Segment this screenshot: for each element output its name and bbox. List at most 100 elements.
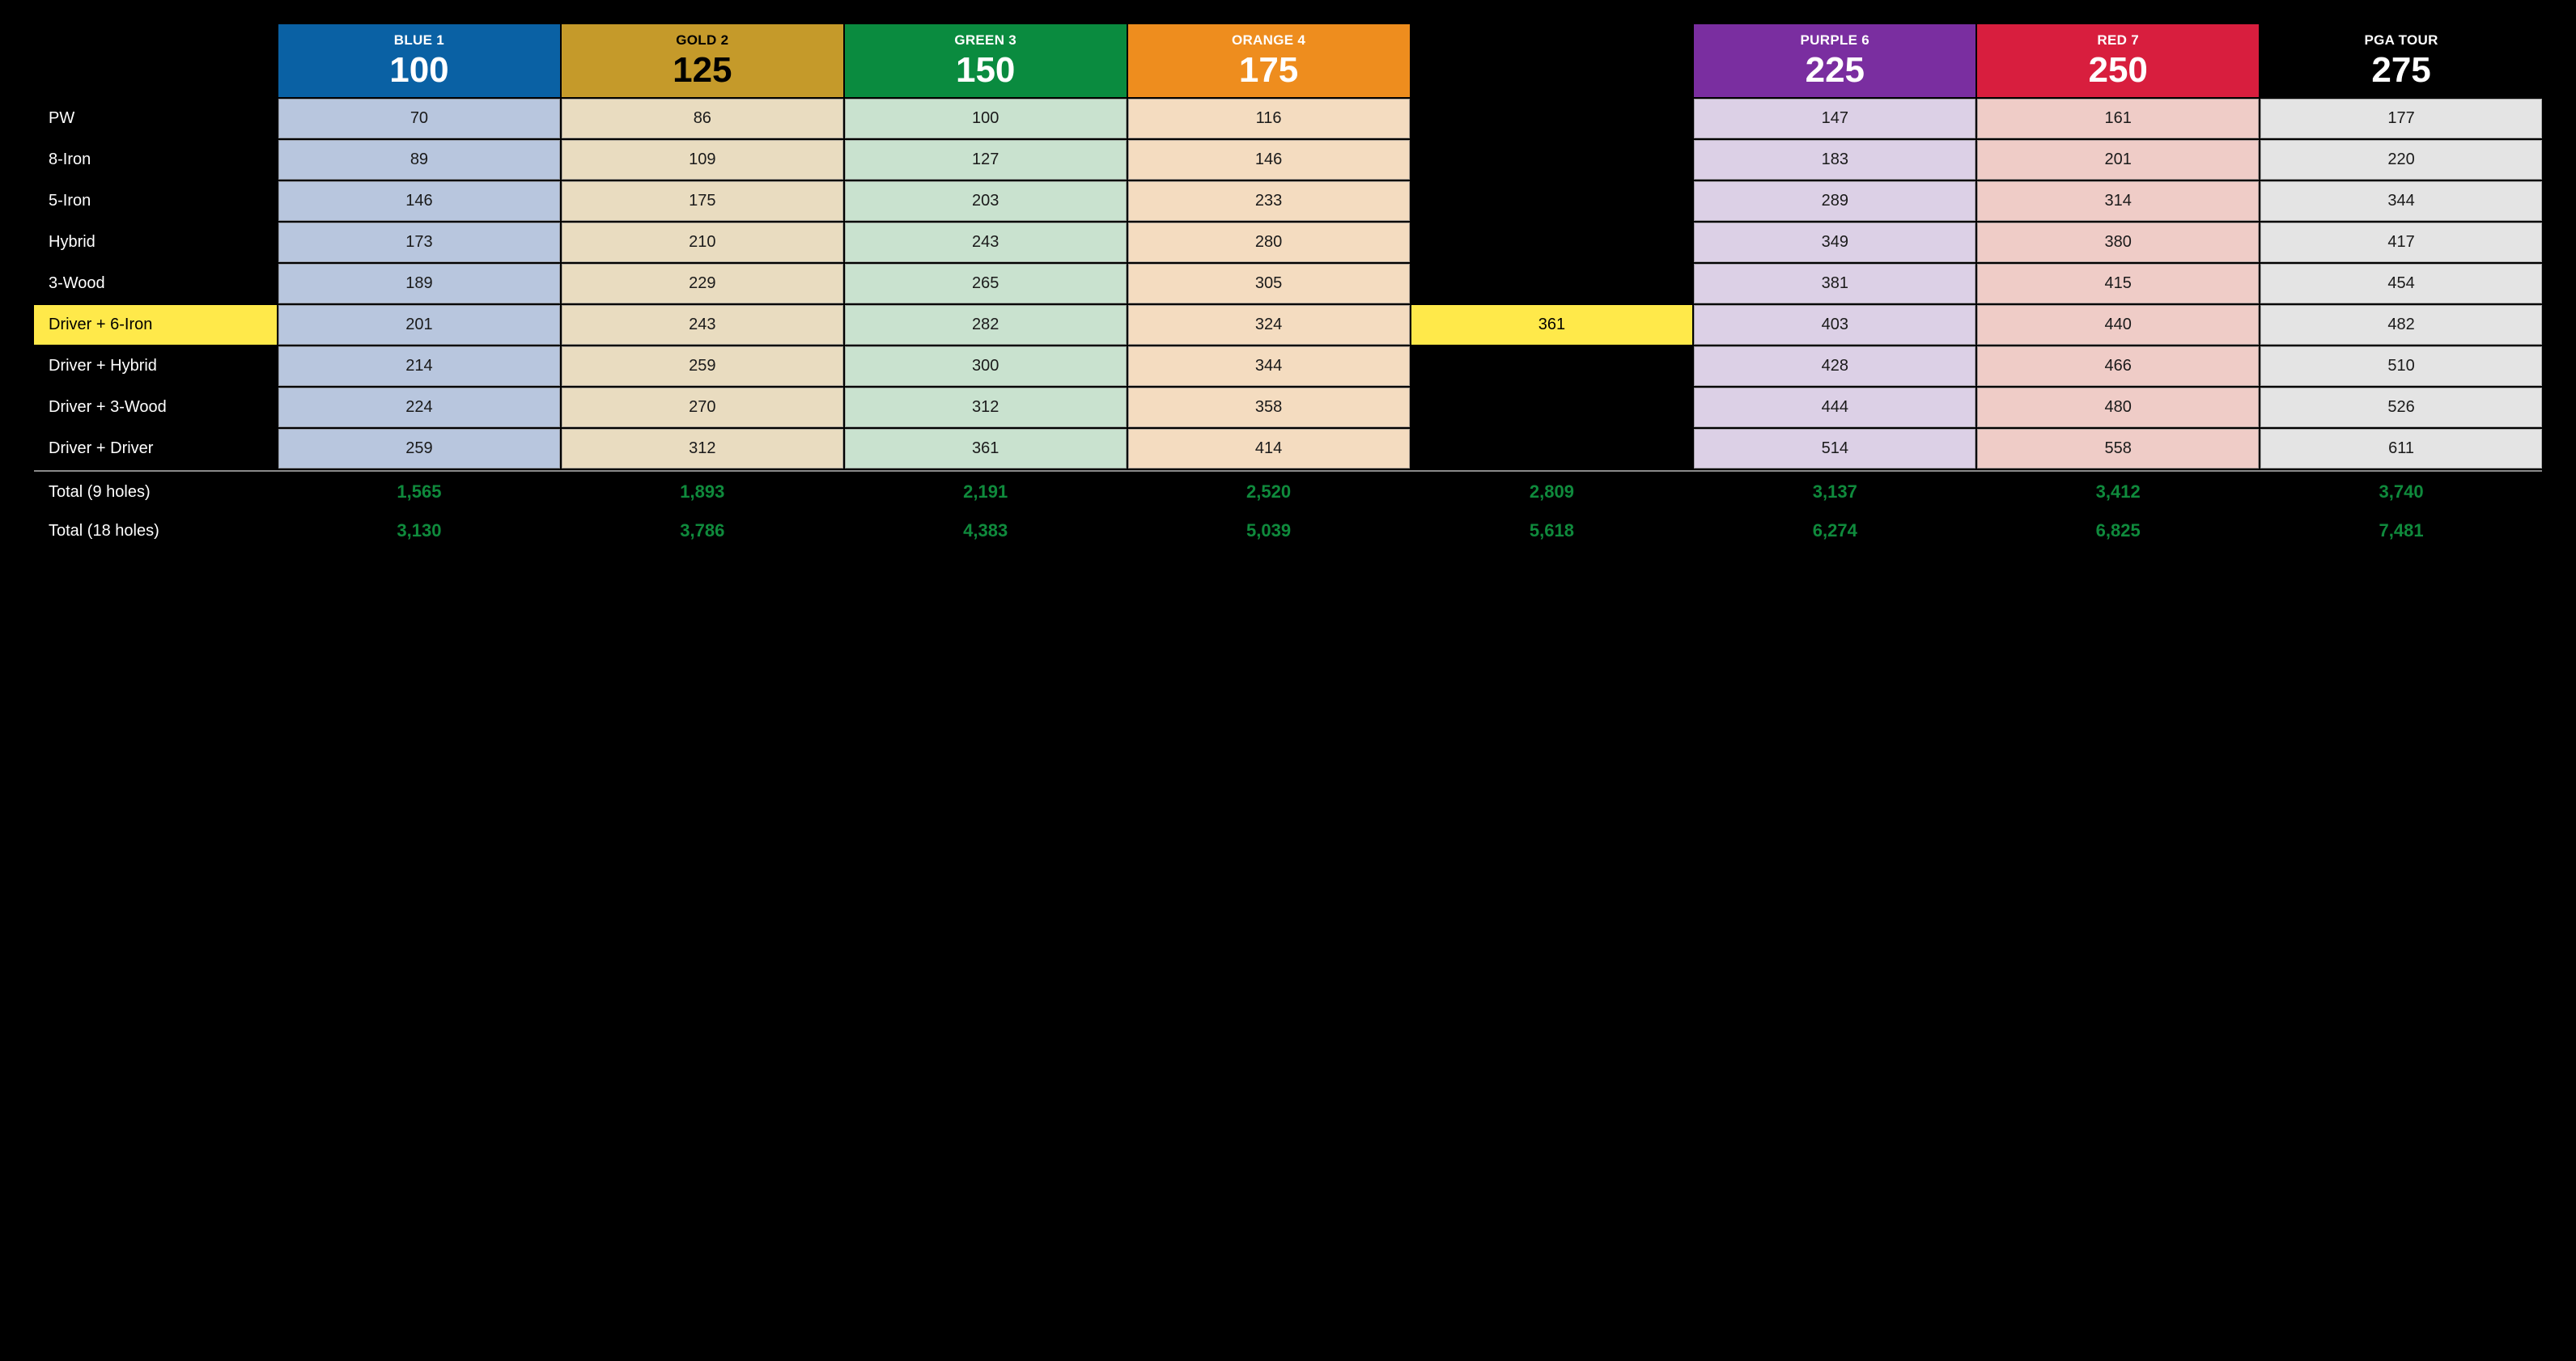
cell-orange4: 233 xyxy=(1128,181,1410,221)
header-label: RED 7 xyxy=(1980,32,2256,49)
cell-col5: 361 xyxy=(1411,305,1693,345)
table-row: Driver + 6-Iron201243282324361403440482 xyxy=(34,305,2542,345)
cell-pgatour: 417 xyxy=(2260,223,2542,262)
cell-blue1: 70 xyxy=(278,99,560,138)
cell-purple6: 147 xyxy=(1694,99,1975,138)
cell-orange4: 116 xyxy=(1128,99,1410,138)
table-row: Driver + 3-Wood224270312358 444480526 xyxy=(34,388,2542,427)
cell-gold2: 259 xyxy=(562,346,843,386)
totals-label: Total (9 holes) xyxy=(34,473,277,511)
header-blue1: BLUE 1100 xyxy=(278,24,560,97)
header-blank xyxy=(34,24,277,97)
cell-orange4: 305 xyxy=(1128,264,1410,303)
totals-value-blue1: 3,130 xyxy=(278,512,560,549)
cell-purple6: 183 xyxy=(1694,140,1975,180)
cell-red7: 440 xyxy=(1977,305,2259,345)
header-purple6: PURPLE 6 225 xyxy=(1694,24,1975,97)
header-value: 125 xyxy=(565,52,840,89)
cell-orange4: 280 xyxy=(1128,223,1410,262)
cell-red7: 558 xyxy=(1977,429,2259,469)
totals-value-orange4: 5,039 xyxy=(1128,512,1410,549)
cell-orange4: 344 xyxy=(1128,346,1410,386)
table-row: Driver + Driver259312361414 514558611 xyxy=(34,429,2542,469)
totals-value-red7: 6,825 xyxy=(1977,512,2259,549)
cell-green3: 127 xyxy=(845,140,1127,180)
cell-purple6: 381 xyxy=(1694,264,1975,303)
header-label: PGA TOUR xyxy=(2264,32,2539,49)
cell-blue1: 201 xyxy=(278,305,560,345)
cell-col5 xyxy=(1411,223,1693,262)
cell-orange4: 324 xyxy=(1128,305,1410,345)
row-label: 8-Iron xyxy=(34,140,277,180)
row-label: 5-Iron xyxy=(34,181,277,221)
cell-pgatour: 611 xyxy=(2260,429,2542,469)
cell-pgatour: 177 xyxy=(2260,99,2542,138)
cell-gold2: 175 xyxy=(562,181,843,221)
cell-col5 xyxy=(1411,181,1693,221)
row-label: PW xyxy=(34,99,277,138)
cell-pgatour: 510 xyxy=(2260,346,2542,386)
cell-green3: 265 xyxy=(845,264,1127,303)
totals-value-purple6: 6,274 xyxy=(1694,512,1975,549)
cell-gold2: 109 xyxy=(562,140,843,180)
cell-red7: 314 xyxy=(1977,181,2259,221)
row-label: Driver + Hybrid xyxy=(34,346,277,386)
totals-value-purple6: 3,137 xyxy=(1694,473,1975,511)
table-row: Hybrid173210243280 349380417 xyxy=(34,223,2542,262)
cell-blue1: 146 xyxy=(278,181,560,221)
cell-col5 xyxy=(1411,346,1693,386)
cell-col5 xyxy=(1411,264,1693,303)
header-col5 xyxy=(1411,24,1693,97)
cell-pgatour: 482 xyxy=(2260,305,2542,345)
table-row: 5-Iron146175203233 289314344 xyxy=(34,181,2542,221)
cell-gold2: 229 xyxy=(562,264,843,303)
cell-blue1: 189 xyxy=(278,264,560,303)
cell-green3: 282 xyxy=(845,305,1127,345)
cell-purple6: 514 xyxy=(1694,429,1975,469)
header-value: 275 xyxy=(2264,52,2539,89)
header-green3: GREEN 3150 xyxy=(845,24,1127,97)
cell-green3: 300 xyxy=(845,346,1127,386)
totals-value-gold2: 1,893 xyxy=(562,473,843,511)
header-label: PURPLE 6 xyxy=(1697,32,1972,49)
cell-gold2: 210 xyxy=(562,223,843,262)
cell-blue1: 89 xyxy=(278,140,560,180)
cell-pgatour: 344 xyxy=(2260,181,2542,221)
table-row: PW7086100116 147161177 xyxy=(34,99,2542,138)
cell-purple6: 289 xyxy=(1694,181,1975,221)
cell-gold2: 243 xyxy=(562,305,843,345)
cell-blue1: 224 xyxy=(278,388,560,427)
header-row: BLUE 1100GOLD 2125GREEN 3150ORANGE 4175 … xyxy=(34,24,2542,97)
header-value: 225 xyxy=(1697,52,1972,89)
table-body: PW7086100116 1471611778-Iron89109127146 … xyxy=(34,99,2542,549)
row-label: Driver + 6-Iron xyxy=(34,305,277,345)
cell-pgatour: 526 xyxy=(2260,388,2542,427)
totals-value-blue1: 1,565 xyxy=(278,473,560,511)
divider-row xyxy=(34,470,2542,472)
table-row: 8-Iron89109127146 183201220 xyxy=(34,140,2542,180)
header-label: GOLD 2 xyxy=(565,32,840,49)
cell-green3: 203 xyxy=(845,181,1127,221)
cell-pgatour: 220 xyxy=(2260,140,2542,180)
cell-orange4: 414 xyxy=(1128,429,1410,469)
totals-value-orange4: 2,520 xyxy=(1128,473,1410,511)
totals-row: Total (18 holes)3,1303,7864,3835,0395,61… xyxy=(34,512,2542,549)
cell-blue1: 259 xyxy=(278,429,560,469)
header-orange4: ORANGE 4175 xyxy=(1128,24,1410,97)
header-gold2: GOLD 2 125 xyxy=(562,24,843,97)
cell-green3: 243 xyxy=(845,223,1127,262)
cell-red7: 480 xyxy=(1977,388,2259,427)
cell-blue1: 214 xyxy=(278,346,560,386)
totals-value-col5: 2,809 xyxy=(1411,473,1693,511)
totals-label: Total (18 holes) xyxy=(34,512,277,549)
cell-col5 xyxy=(1411,99,1693,138)
cell-col5 xyxy=(1411,140,1693,180)
cell-purple6: 444 xyxy=(1694,388,1975,427)
header-pgatour: PGA TOUR 275 xyxy=(2260,24,2542,97)
cell-gold2: 312 xyxy=(562,429,843,469)
totals-value-green3: 4,383 xyxy=(845,512,1127,549)
totals-value-pgatour: 3,740 xyxy=(2260,473,2542,511)
cell-red7: 201 xyxy=(1977,140,2259,180)
header-red7: RED 7250 xyxy=(1977,24,2259,97)
cell-purple6: 349 xyxy=(1694,223,1975,262)
